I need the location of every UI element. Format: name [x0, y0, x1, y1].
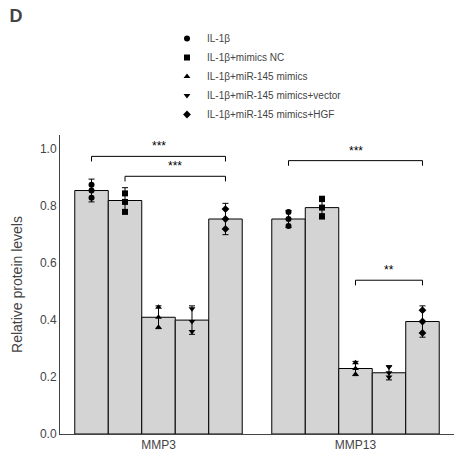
svg-text:0.4: 0.4: [40, 313, 57, 327]
svg-text:MMP13: MMP13: [335, 438, 377, 452]
svg-text:***: ***: [349, 144, 363, 158]
svg-text:0.2: 0.2: [40, 370, 57, 384]
svg-text:IL-1β: IL-1β: [207, 33, 230, 44]
svg-text:IL-1β+miR-145 mimics: IL-1β+miR-145 mimics: [207, 71, 308, 82]
svg-text:***: ***: [168, 159, 182, 173]
svg-text:MMP3: MMP3: [141, 438, 176, 452]
svg-text:IL-1β+miR-145 mimics+HGF: IL-1β+miR-145 mimics+HGF: [207, 109, 334, 120]
svg-text:0.6: 0.6: [40, 256, 57, 270]
svg-text:0.0: 0.0: [40, 427, 57, 441]
svg-text:D: D: [9, 6, 22, 26]
svg-text:**: **: [384, 263, 394, 277]
svg-text:***: ***: [152, 139, 166, 153]
svg-text:IL-1β+mimics NC: IL-1β+mimics NC: [207, 52, 284, 63]
svg-text:0.8: 0.8: [40, 199, 57, 213]
svg-text:Relative protein levels: Relative protein levels: [9, 216, 25, 353]
svg-text:1.0: 1.0: [40, 142, 57, 156]
svg-text:IL-1β+miR-145 mimics+vector: IL-1β+miR-145 mimics+vector: [207, 90, 341, 101]
